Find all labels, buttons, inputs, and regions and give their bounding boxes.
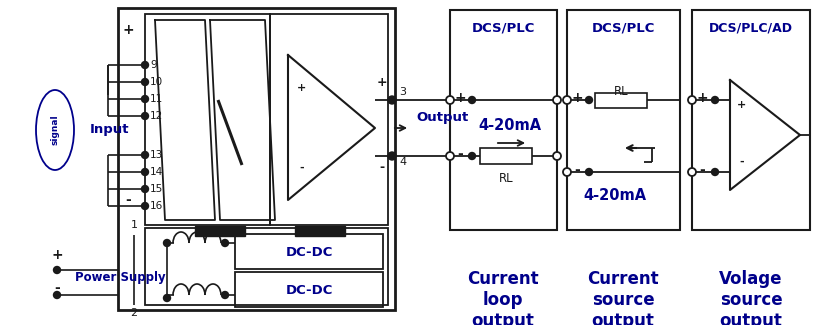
Text: Current
source
output: Current source output: [588, 270, 659, 325]
Circle shape: [553, 152, 561, 160]
Text: -: -: [457, 147, 463, 161]
Bar: [595, 93, 647, 108]
Text: DCS/PLC: DCS/PLC: [472, 21, 534, 34]
Text: 11: 11: [150, 94, 163, 104]
Circle shape: [221, 292, 228, 298]
Bar: [195, 226, 245, 236]
Text: 1: 1: [131, 220, 138, 230]
Text: 2: 2: [131, 308, 138, 318]
Text: -: -: [54, 281, 60, 295]
Circle shape: [141, 168, 149, 176]
Circle shape: [553, 96, 561, 104]
Circle shape: [446, 96, 454, 104]
Text: DCS/PLC: DCS/PLC: [592, 21, 654, 34]
Text: DC-DC: DC-DC: [286, 283, 333, 296]
Text: Current
loop
output: Current loop output: [468, 270, 539, 325]
Text: 4: 4: [399, 157, 406, 167]
Text: Output: Output: [416, 111, 468, 124]
Text: 3: 3: [399, 87, 406, 97]
Circle shape: [388, 152, 396, 160]
Text: 4-20mA: 4-20mA: [478, 118, 542, 133]
Circle shape: [468, 152, 476, 160]
Circle shape: [688, 168, 696, 176]
Ellipse shape: [36, 90, 74, 170]
Bar: [270, 14, 388, 225]
Circle shape: [141, 186, 149, 192]
Bar: [118, 8, 395, 310]
Text: 12: 12: [150, 111, 163, 121]
Bar: [480, 148, 532, 164]
Circle shape: [446, 152, 454, 160]
Bar: [295, 226, 345, 236]
Circle shape: [563, 168, 571, 176]
Text: +: +: [122, 23, 134, 37]
Circle shape: [163, 240, 171, 246]
Text: +: +: [51, 248, 63, 262]
Bar: [145, 14, 270, 225]
Circle shape: [688, 96, 696, 104]
Text: -: -: [379, 162, 384, 175]
Text: +: +: [571, 91, 583, 105]
Circle shape: [468, 97, 476, 103]
Circle shape: [141, 151, 149, 159]
Text: Power Supply: Power Supply: [75, 271, 166, 284]
Text: Volage
source
output: Volage source output: [719, 270, 783, 325]
Text: DCS/PLC/AD: DCS/PLC/AD: [709, 21, 793, 34]
Circle shape: [141, 79, 149, 85]
Bar: [145, 228, 388, 305]
Bar: [692, 10, 810, 230]
Text: +: +: [455, 91, 466, 105]
Text: 9: 9: [150, 60, 157, 70]
Text: 13: 13: [150, 150, 163, 160]
Circle shape: [141, 96, 149, 102]
Circle shape: [141, 61, 149, 69]
Text: +: +: [738, 100, 747, 110]
Text: +: +: [377, 75, 388, 88]
Text: 15: 15: [150, 184, 163, 194]
Circle shape: [54, 292, 60, 298]
Circle shape: [141, 112, 149, 120]
Circle shape: [141, 202, 149, 210]
Text: -: -: [574, 163, 580, 177]
Text: -: -: [739, 157, 744, 167]
Text: +: +: [297, 83, 307, 93]
Text: RL: RL: [614, 85, 628, 98]
Text: -: -: [125, 193, 131, 207]
Text: Input: Input: [90, 124, 130, 136]
Bar: [567, 10, 680, 230]
Circle shape: [712, 168, 719, 176]
Text: 16: 16: [150, 201, 163, 211]
Text: DC-DC: DC-DC: [286, 245, 333, 258]
Circle shape: [586, 168, 592, 176]
Text: 4-20mA: 4-20mA: [583, 188, 646, 202]
Text: -: -: [299, 163, 304, 173]
Circle shape: [712, 97, 719, 103]
Circle shape: [388, 96, 396, 104]
Text: 10: 10: [150, 77, 163, 87]
Text: 14: 14: [150, 167, 163, 177]
Circle shape: [54, 266, 60, 274]
Circle shape: [563, 96, 571, 104]
Circle shape: [163, 294, 171, 302]
Text: -: -: [699, 163, 705, 177]
Bar: [235, 272, 383, 307]
Text: +: +: [696, 91, 707, 105]
Circle shape: [221, 240, 228, 246]
Circle shape: [586, 97, 592, 103]
Text: signal: signal: [51, 115, 60, 145]
Text: RL: RL: [499, 172, 513, 185]
Bar: [450, 10, 557, 230]
Bar: [235, 234, 383, 269]
